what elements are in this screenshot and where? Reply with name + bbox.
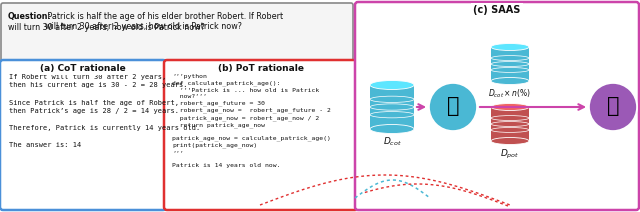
Circle shape (589, 83, 637, 131)
FancyBboxPatch shape (491, 47, 529, 81)
FancyBboxPatch shape (491, 107, 529, 141)
Ellipse shape (370, 81, 414, 89)
Ellipse shape (491, 138, 529, 145)
Text: Patrick is half the age of his elder brother Robert. If Robert
will turn 30 afte: Patrick is half the age of his elder bro… (45, 12, 283, 31)
Text: If Robert will turn 30 after 2 years,
then his current age is 30 - 2 = 28 years.: If Robert will turn 30 after 2 years, th… (9, 74, 200, 148)
Ellipse shape (491, 78, 529, 85)
Text: will turn 30 after 2 years, how old is Patrick now?: will turn 30 after 2 years, how old is P… (8, 23, 205, 32)
Text: (c) SAAS: (c) SAAS (474, 5, 521, 15)
Text: ‘‘‘python
def calculate_patrick_age():
  ‘‘‘Patrick is ... how old is Patrick
  : ‘‘‘python def calculate_patrick_age(): ‘… (172, 74, 331, 168)
Ellipse shape (491, 43, 529, 50)
Text: 🐰: 🐰 (607, 96, 620, 116)
Text: $D_{pot}$: $D_{pot}$ (500, 148, 520, 161)
FancyBboxPatch shape (1, 3, 353, 62)
Text: Question:: Question: (8, 12, 52, 21)
Text: 🐰: 🐰 (447, 96, 460, 116)
Text: (a) CoT rationale: (a) CoT rationale (40, 64, 126, 73)
FancyBboxPatch shape (370, 85, 414, 129)
Ellipse shape (370, 124, 414, 134)
FancyBboxPatch shape (0, 60, 166, 210)
Text: (b) PoT rationale: (b) PoT rationale (218, 64, 304, 73)
FancyBboxPatch shape (164, 60, 358, 210)
FancyBboxPatch shape (355, 2, 639, 210)
Circle shape (429, 83, 477, 131)
Text: $D_{cot}\times n(\%)$: $D_{cot}\times n(\%)$ (488, 88, 532, 100)
Ellipse shape (491, 103, 529, 110)
Text: $D_{cot}$: $D_{cot}$ (383, 136, 401, 148)
